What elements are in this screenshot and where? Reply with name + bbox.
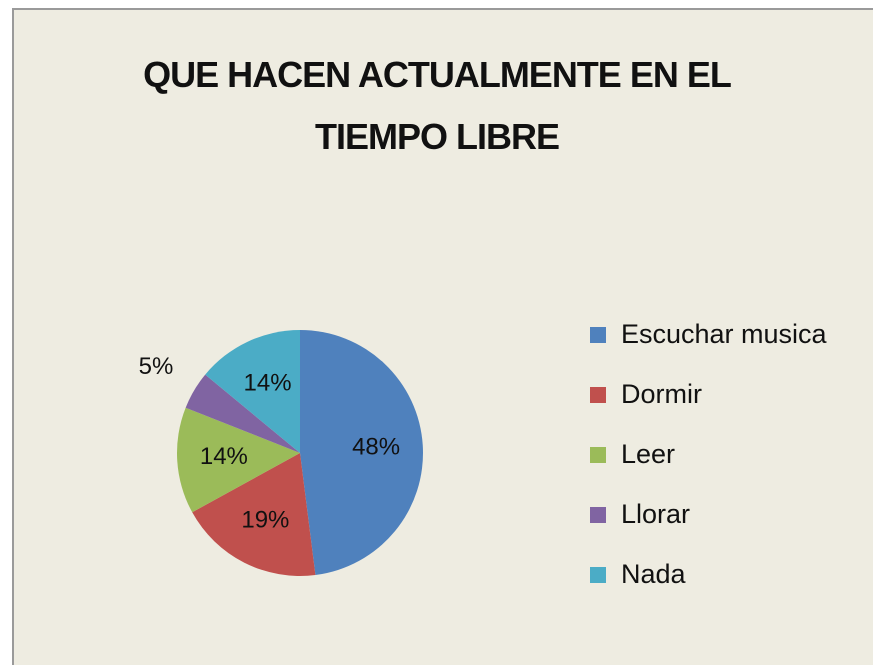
pie-slice (177, 407, 300, 513)
data-label: 14% (200, 443, 248, 470)
legend-swatch (590, 507, 606, 523)
data-label: 14% (244, 369, 292, 396)
pie-slice (300, 330, 423, 576)
legend-label: Dormir (621, 379, 702, 409)
data-label: 5% (139, 353, 174, 380)
legend-label: Escuchar musica (621, 319, 828, 349)
pie-slice (185, 374, 300, 453)
legend-label: Nada (621, 559, 687, 589)
pie-slice (192, 453, 316, 576)
legend-swatch (590, 327, 606, 343)
legend-swatch (590, 567, 606, 583)
legend-label: Leer (621, 439, 675, 469)
data-label: 48% (352, 434, 400, 461)
data-label: 19% (241, 506, 289, 533)
legend-label: Llorar (621, 499, 690, 529)
chart-title: QUE HACEN ACTUALMENTE EN EL TIEMPO LIBRE (143, 54, 732, 157)
pie-slice (205, 330, 300, 453)
chart-frame (12, 8, 873, 665)
legend-swatch (590, 387, 606, 403)
legend-swatch (590, 447, 606, 463)
